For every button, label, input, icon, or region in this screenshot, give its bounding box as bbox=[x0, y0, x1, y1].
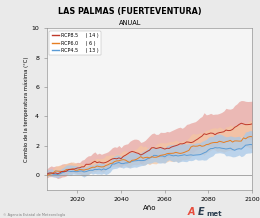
Legend: RCP8.5     ( 14 ), RCP6.0     ( 6 ), RCP4.5     ( 13 ): RCP8.5 ( 14 ), RCP6.0 ( 6 ), RCP4.5 ( 13… bbox=[49, 31, 101, 56]
Text: © Agencia Estatal de Meteorología: © Agencia Estatal de Meteorología bbox=[3, 213, 65, 217]
Text: A: A bbox=[187, 207, 195, 217]
Y-axis label: Cambio de la temperatura máxima (°C): Cambio de la temperatura máxima (°C) bbox=[23, 56, 29, 162]
Text: LAS PALMAS (FUERTEVENTURA): LAS PALMAS (FUERTEVENTURA) bbox=[58, 7, 202, 15]
Text: met: met bbox=[207, 211, 222, 217]
X-axis label: Año: Año bbox=[143, 205, 156, 211]
Text: E: E bbox=[198, 207, 204, 217]
Text: ANUAL: ANUAL bbox=[119, 20, 141, 26]
